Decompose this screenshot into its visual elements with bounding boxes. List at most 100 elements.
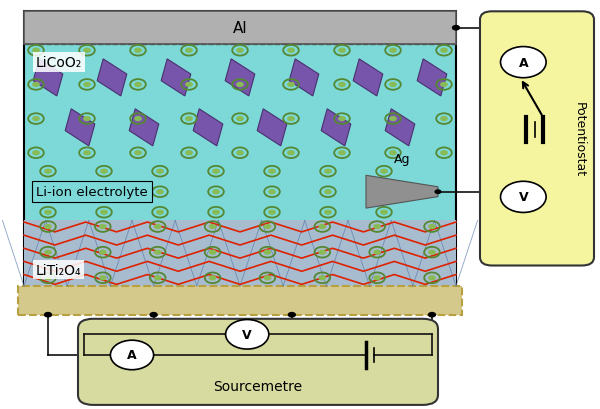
- FancyBboxPatch shape: [480, 12, 594, 266]
- Polygon shape: [417, 60, 447, 97]
- Text: Potentiostat: Potentiostat: [572, 101, 586, 177]
- FancyBboxPatch shape: [18, 286, 462, 315]
- Circle shape: [226, 320, 269, 349]
- Circle shape: [287, 312, 296, 318]
- Circle shape: [83, 151, 91, 156]
- Bar: [24, 12, 456, 45]
- Circle shape: [428, 312, 436, 318]
- Circle shape: [500, 47, 546, 79]
- Circle shape: [209, 224, 217, 229]
- Circle shape: [209, 250, 217, 255]
- Circle shape: [263, 276, 271, 281]
- Polygon shape: [289, 60, 319, 97]
- Circle shape: [268, 169, 276, 174]
- Circle shape: [185, 48, 193, 54]
- Circle shape: [440, 48, 448, 54]
- Text: V: V: [518, 191, 528, 204]
- Circle shape: [83, 83, 91, 88]
- Text: LiCoO₂: LiCoO₂: [36, 56, 82, 70]
- Circle shape: [134, 83, 142, 88]
- FancyBboxPatch shape: [78, 319, 438, 405]
- Circle shape: [44, 224, 52, 229]
- Circle shape: [32, 48, 40, 54]
- Circle shape: [156, 189, 164, 195]
- Circle shape: [373, 250, 381, 255]
- Circle shape: [83, 48, 91, 54]
- Circle shape: [185, 83, 193, 88]
- Circle shape: [236, 48, 244, 54]
- Polygon shape: [385, 110, 415, 146]
- Circle shape: [236, 117, 244, 122]
- Circle shape: [287, 151, 295, 156]
- Polygon shape: [193, 110, 223, 146]
- Circle shape: [44, 169, 52, 174]
- Circle shape: [324, 210, 332, 215]
- Text: Ag: Ag: [394, 153, 410, 166]
- Circle shape: [156, 210, 164, 215]
- Circle shape: [32, 83, 40, 88]
- Circle shape: [44, 189, 52, 195]
- Circle shape: [287, 117, 295, 122]
- Circle shape: [99, 250, 107, 255]
- Circle shape: [287, 83, 295, 88]
- Polygon shape: [65, 110, 95, 146]
- Circle shape: [209, 276, 217, 281]
- Circle shape: [154, 276, 161, 281]
- Circle shape: [440, 83, 448, 88]
- Text: V: V: [242, 328, 252, 341]
- Circle shape: [373, 276, 381, 281]
- Circle shape: [134, 48, 142, 54]
- Circle shape: [44, 210, 52, 215]
- Text: LiTi₂O₄: LiTi₂O₄: [36, 263, 82, 277]
- Circle shape: [500, 182, 546, 213]
- Circle shape: [268, 210, 276, 215]
- Circle shape: [428, 276, 436, 281]
- Circle shape: [338, 48, 346, 54]
- Polygon shape: [161, 60, 191, 97]
- Circle shape: [319, 276, 326, 281]
- Bar: [24, 221, 456, 286]
- Circle shape: [110, 340, 154, 370]
- Circle shape: [32, 117, 40, 122]
- Circle shape: [44, 276, 52, 281]
- Circle shape: [338, 151, 346, 156]
- Polygon shape: [225, 60, 255, 97]
- Text: Al: Al: [233, 21, 247, 36]
- Circle shape: [380, 210, 388, 215]
- Circle shape: [212, 210, 220, 215]
- Circle shape: [100, 189, 108, 195]
- Polygon shape: [353, 60, 383, 97]
- Circle shape: [154, 250, 161, 255]
- Circle shape: [185, 117, 193, 122]
- Circle shape: [287, 48, 295, 54]
- Circle shape: [99, 224, 107, 229]
- Circle shape: [324, 189, 332, 195]
- Text: A: A: [127, 348, 137, 362]
- Circle shape: [319, 224, 326, 229]
- Circle shape: [338, 83, 346, 88]
- Circle shape: [380, 189, 388, 195]
- Circle shape: [44, 312, 52, 318]
- Circle shape: [434, 190, 442, 195]
- Circle shape: [149, 312, 158, 318]
- Polygon shape: [129, 110, 159, 146]
- Circle shape: [319, 250, 326, 255]
- Circle shape: [100, 210, 108, 215]
- Circle shape: [83, 117, 91, 122]
- Bar: [24, 12, 456, 286]
- Circle shape: [428, 250, 436, 255]
- Circle shape: [389, 117, 397, 122]
- Circle shape: [389, 83, 397, 88]
- Circle shape: [452, 26, 460, 31]
- Circle shape: [440, 151, 448, 156]
- Circle shape: [154, 224, 161, 229]
- Circle shape: [373, 224, 381, 229]
- Circle shape: [32, 151, 40, 156]
- Circle shape: [338, 117, 346, 122]
- Circle shape: [324, 169, 332, 174]
- Circle shape: [134, 117, 142, 122]
- Circle shape: [389, 48, 397, 54]
- Circle shape: [44, 250, 52, 255]
- Polygon shape: [257, 110, 287, 146]
- Circle shape: [389, 151, 397, 156]
